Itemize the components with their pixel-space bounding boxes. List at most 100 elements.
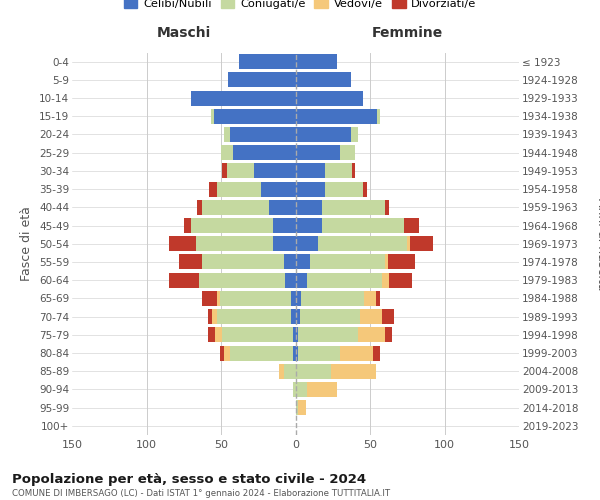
Bar [191, 90, 296, 106]
Bar [202, 291, 217, 306]
Bar [199, 272, 285, 287]
Bar [404, 218, 419, 233]
Bar [230, 127, 296, 142]
Bar [322, 218, 404, 233]
Bar [307, 272, 382, 287]
Bar [382, 309, 394, 324]
Bar [373, 346, 380, 360]
Bar [364, 291, 376, 306]
Bar [211, 109, 214, 124]
Bar [224, 346, 230, 360]
Bar [296, 364, 331, 378]
Bar [291, 309, 296, 324]
Bar [214, 109, 296, 124]
Bar [227, 164, 254, 178]
Bar [239, 54, 296, 69]
Bar [293, 328, 296, 342]
Bar [254, 164, 296, 178]
Bar [293, 382, 296, 397]
Bar [385, 254, 388, 270]
Bar [298, 328, 358, 342]
Bar [284, 254, 296, 270]
Bar [325, 182, 362, 196]
Bar [296, 145, 340, 160]
Bar [340, 346, 373, 360]
Bar [224, 127, 230, 142]
Bar [307, 382, 337, 397]
Bar [385, 328, 392, 342]
Bar [196, 236, 273, 251]
Bar [220, 346, 224, 360]
Bar [212, 309, 217, 324]
Bar [296, 182, 325, 196]
Bar [296, 328, 298, 342]
Y-axis label: Fasce di età: Fasce di età [20, 206, 34, 281]
Bar [279, 364, 284, 378]
Bar [296, 90, 362, 106]
Bar [223, 164, 227, 178]
Bar [358, 328, 385, 342]
Bar [208, 328, 215, 342]
Bar [202, 254, 284, 270]
Text: Maschi: Maschi [157, 26, 211, 40]
Bar [269, 200, 296, 215]
Text: COMUNE DI IMBERSAGO (LC) - Dati ISTAT 1° gennaio 2024 - Elaborazione TUTTITALIA.: COMUNE DI IMBERSAGO (LC) - Dati ISTAT 1°… [12, 489, 390, 498]
Legend: Celibi/Nubili, Coniugati/e, Vedovi/e, Divorziati/e: Celibi/Nubili, Coniugati/e, Vedovi/e, Di… [121, 0, 479, 11]
Bar [298, 400, 306, 415]
Bar [229, 72, 296, 88]
Bar [296, 346, 298, 360]
Bar [285, 272, 296, 287]
Bar [284, 364, 296, 378]
Bar [296, 164, 325, 178]
Bar [223, 328, 293, 342]
Bar [389, 272, 412, 287]
Bar [385, 200, 389, 215]
Bar [300, 309, 359, 324]
Bar [273, 218, 296, 233]
Bar [340, 145, 355, 160]
Bar [208, 309, 212, 324]
Bar [296, 272, 307, 287]
Bar [298, 346, 340, 360]
Bar [322, 200, 385, 215]
Bar [209, 182, 217, 196]
Bar [376, 291, 380, 306]
Bar [318, 236, 407, 251]
Bar [331, 364, 376, 378]
Bar [325, 164, 352, 178]
Bar [362, 182, 367, 196]
Text: Popolazione per età, sesso e stato civile - 2024: Popolazione per età, sesso e stato civil… [12, 472, 366, 486]
Bar [407, 236, 410, 251]
Bar [215, 328, 223, 342]
Bar [296, 200, 322, 215]
Bar [184, 218, 191, 233]
Bar [230, 346, 293, 360]
Bar [388, 254, 415, 270]
Bar [382, 272, 389, 287]
Bar [197, 200, 202, 215]
Y-axis label: Anni di nascita: Anni di nascita [595, 198, 600, 290]
Bar [233, 145, 296, 160]
Bar [169, 236, 196, 251]
Bar [169, 272, 199, 287]
Bar [310, 254, 385, 270]
Bar [261, 182, 296, 196]
Bar [220, 291, 291, 306]
Bar [296, 72, 350, 88]
Bar [359, 309, 382, 324]
Bar [377, 109, 380, 124]
Bar [296, 109, 377, 124]
Bar [217, 182, 261, 196]
Bar [221, 145, 233, 160]
Bar [273, 236, 296, 251]
Bar [296, 254, 310, 270]
Bar [179, 254, 202, 270]
Bar [293, 346, 296, 360]
Bar [296, 127, 350, 142]
Bar [410, 236, 433, 251]
Bar [301, 291, 364, 306]
Bar [296, 382, 307, 397]
Bar [217, 291, 220, 306]
Bar [296, 291, 301, 306]
Bar [291, 291, 296, 306]
